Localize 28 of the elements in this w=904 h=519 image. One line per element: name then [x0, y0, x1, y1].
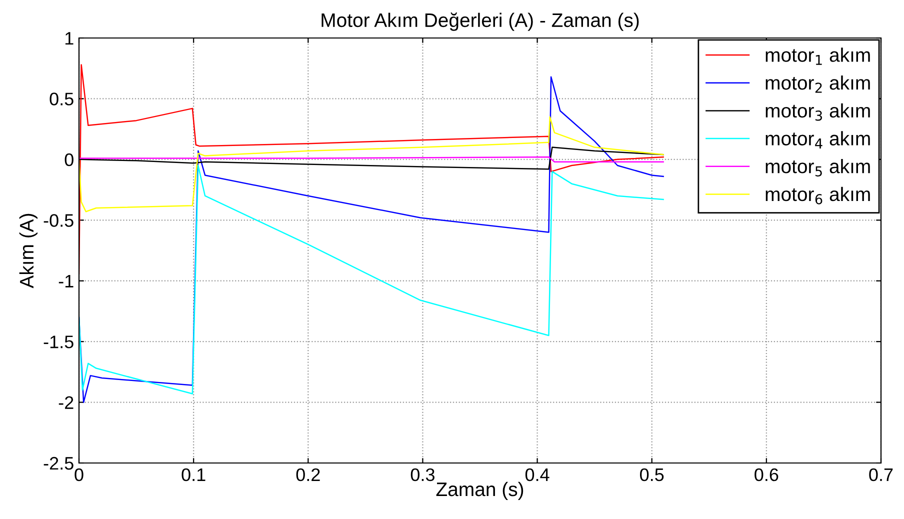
y-tick-label: 1 [65, 32, 74, 45]
legend-label: motor$_{3}$ akım [766, 103, 870, 121]
y-tick-label: -2.5 [44, 456, 74, 470]
x-axis-title: Zaman (s) [436, 482, 524, 500]
legend-label: motor$_{4}$ akım [766, 131, 870, 148]
legend-label: motor$_{2}$ akım [766, 75, 870, 93]
y-axis-title: Akım (A) [19, 214, 38, 288]
y-tick-label: 0.5 [50, 92, 74, 106]
line-series [79, 116, 664, 212]
y-tick-label: -1.5 [44, 336, 74, 348]
x-tick-label: 0.4 [525, 468, 550, 482]
chart-title: Motor Akım Değerleri (A) - Zaman (s) [322, 12, 639, 31]
x-tick-label: 0.5 [640, 468, 664, 482]
line-series [79, 76, 664, 403]
y-tick-label: -0.5 [44, 214, 74, 227]
legend-label: motor$_{6}$ akım [766, 186, 870, 204]
x-tick-label: 0.3 [410, 468, 434, 482]
y-tick-label: -2 [58, 396, 74, 409]
y-tick-label: -1 [58, 274, 74, 288]
legend-label: motor$_{1}$ akım [766, 48, 870, 65]
x-tick-label: 0 [74, 468, 84, 482]
x-tick-label: 0.6 [754, 468, 778, 482]
x-tick-label: 0.7 [869, 468, 893, 482]
line-series [79, 164, 664, 394]
y-tick-label: 0 [64, 153, 74, 166]
x-tick-label: 0.1 [182, 468, 206, 482]
legend-label: motor$_{5}$ akım [766, 159, 870, 176]
x-tick-label: 0.2 [296, 468, 320, 482]
